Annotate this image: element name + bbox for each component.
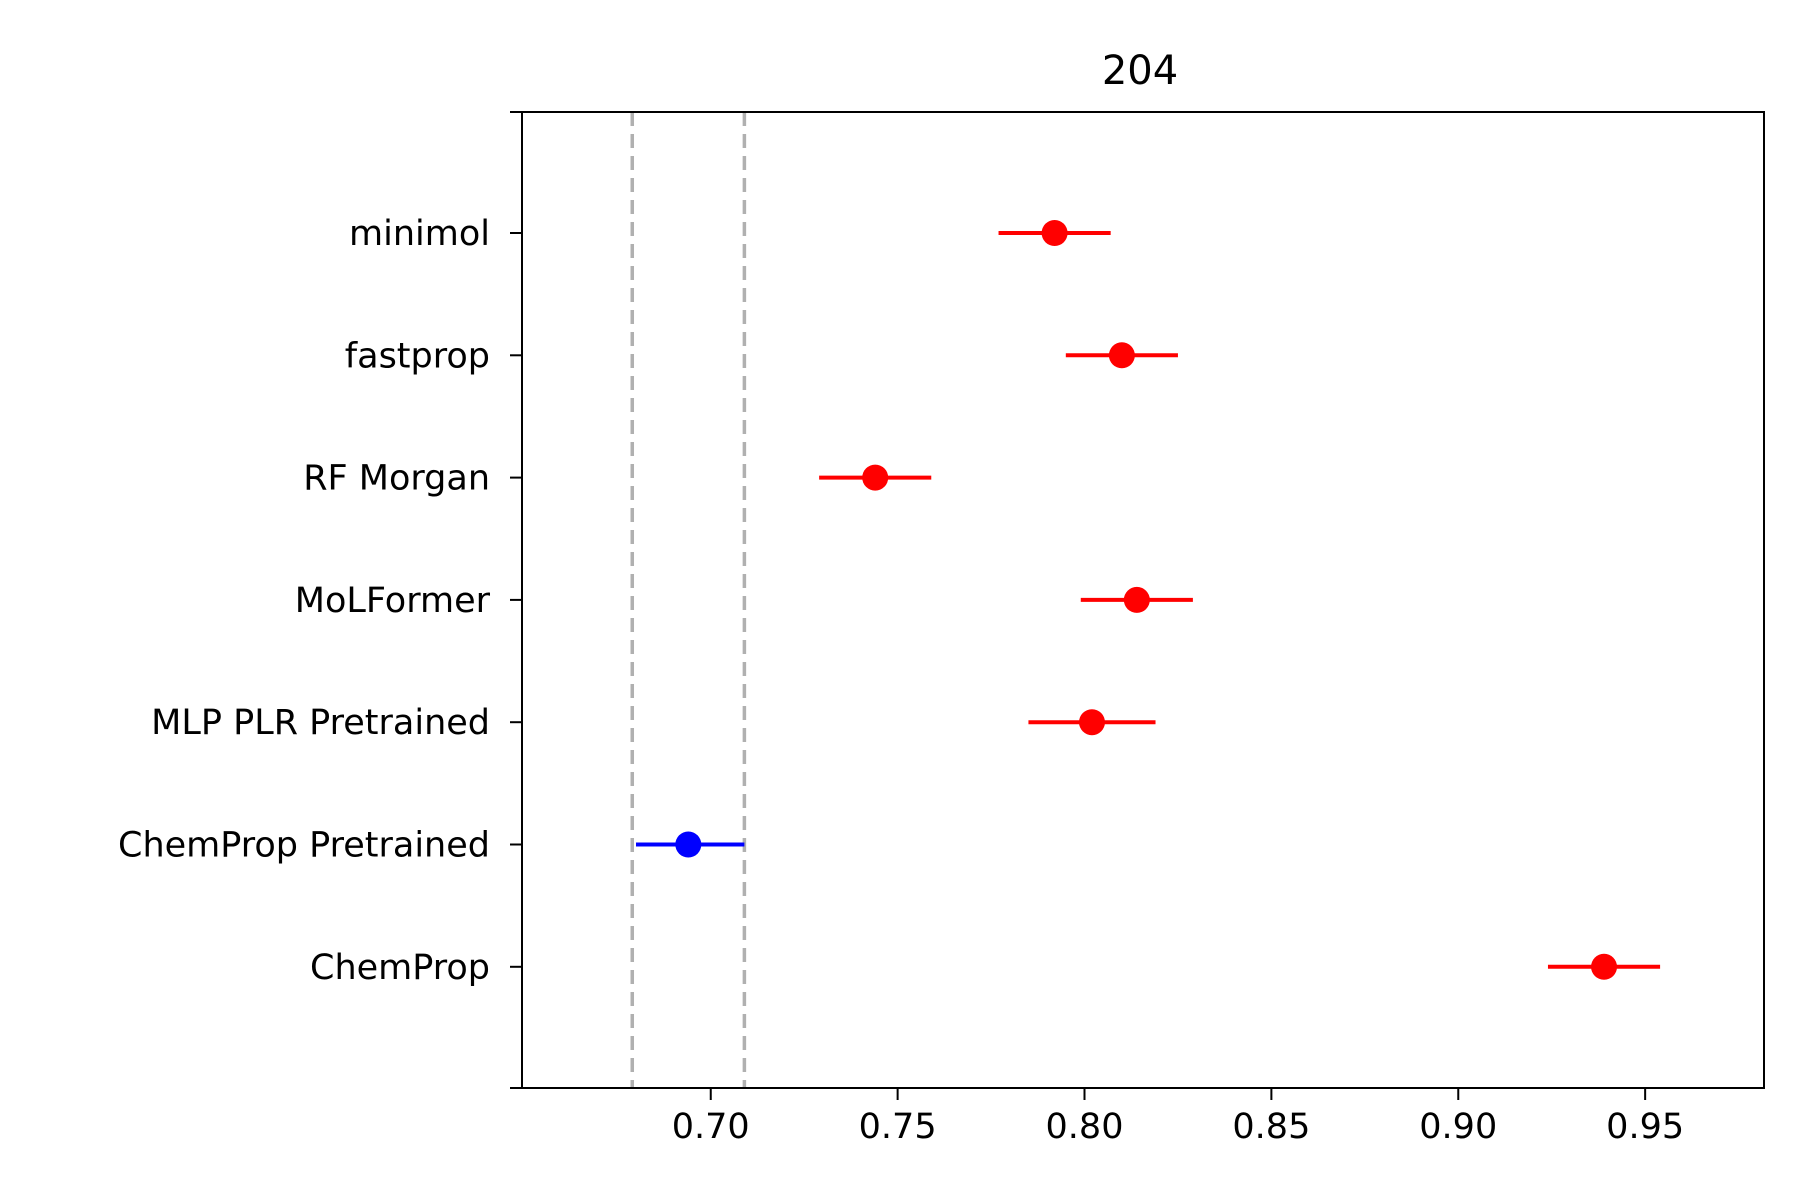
x-tick-label: 0.80 <box>1046 1107 1124 1147</box>
x-tick-label: 0.70 <box>672 1107 750 1147</box>
data-point <box>1108 342 1135 369</box>
x-tick-label: 0.90 <box>1419 1107 1497 1147</box>
data-point <box>862 464 889 491</box>
y-tick-label: minimol <box>349 214 490 254</box>
x-tick-label: 0.95 <box>1606 1107 1684 1147</box>
y-tick-label: ChemProp Pretrained <box>118 826 490 866</box>
y-tick-label: fastprop <box>345 336 490 376</box>
data-point <box>1041 220 1068 246</box>
x-tick-label: 0.75 <box>859 1107 937 1147</box>
data-point <box>1078 709 1105 736</box>
plot-area: minimol fastprop RF Morgan MoLFormer MLP PLR… <box>118 111 1765 1147</box>
y-tick-label: MLP PLR Pretrained <box>151 703 490 743</box>
axes-frame <box>521 111 1765 1089</box>
y-tick-label: MoLFormer <box>295 581 491 621</box>
data-point <box>675 831 702 858</box>
data-point <box>1591 953 1618 980</box>
x-tick-label: 0.85 <box>1232 1107 1310 1147</box>
data-point <box>1123 586 1150 613</box>
y-tick-label: ChemProp <box>310 948 490 988</box>
chart-title: 204 <box>1102 48 1178 94</box>
y-tick-label: RF Morgan <box>303 459 490 499</box>
